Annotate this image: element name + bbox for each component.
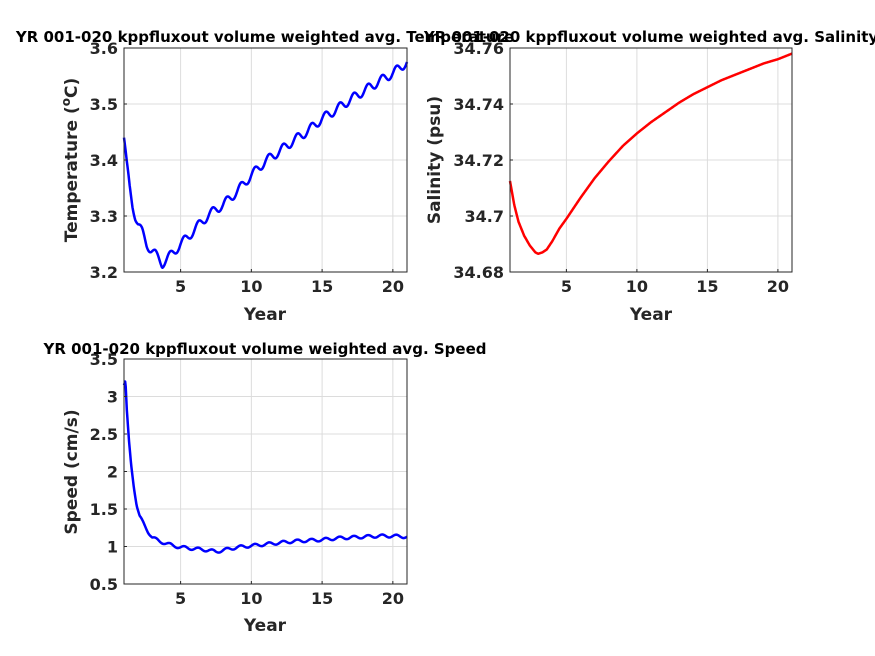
salinity-ticks: 5 10 15 20 34.68 34.7 34.72 34.74 34.76 <box>453 39 789 296</box>
speed-xtick-label: 5 <box>175 589 186 608</box>
temperature-xlabel: Year <box>243 305 287 325</box>
temperature-title: YR 001-020 kppfluxout volume weighted av… <box>15 28 514 46</box>
speed-xlabel: Year <box>243 616 287 636</box>
speed-xtick-label: 15 <box>311 589 333 608</box>
speed-ytick-label: 3 <box>107 388 118 407</box>
temperature-ylabel-part-1: Temperature ( <box>62 106 82 242</box>
speed-series <box>122 380 408 554</box>
salinity-series <box>508 52 793 256</box>
salinity-ylabel: Salinity (psu) <box>425 96 445 224</box>
temperature-xtick-label: 20 <box>382 277 404 296</box>
salinity-xtick-label: 10 <box>626 277 648 296</box>
salinity-axes: 5 10 15 20 34.68 34.7 34.72 34.74 34.76 YR 001-0… <box>423 28 875 325</box>
temperature-series <box>122 61 409 269</box>
temperature-xtick-label: 5 <box>175 277 186 296</box>
speed-xtick-label: 20 <box>382 589 404 608</box>
speed-axes: 5 10 15 20 0.5 1 1.5 2 2.5 3 3.5 YR 001-020 kppflu… <box>42 340 486 636</box>
speed-ylabel: Speed (cm/s) <box>62 409 82 534</box>
speed-ytick-label: 1.5 <box>90 500 118 519</box>
salinity-xtick-label: 15 <box>696 277 718 296</box>
salinity-xtick-label: 5 <box>561 277 572 296</box>
temperature-ytick-label: 3.5 <box>90 95 118 114</box>
speed-line <box>122 380 408 554</box>
salinity-title: YR 001-020 kppfluxout volume weighted av… <box>423 28 875 46</box>
temperature-xtick-label: 10 <box>240 277 262 296</box>
salinity-ytick-label: 34.76 <box>453 39 504 58</box>
temperature-ticks: 5 10 15 20 3.2 3.3 3.4 3.5 3.6 <box>90 39 404 296</box>
temperature-ytick-label: 3.2 <box>90 263 118 282</box>
temperature-ytick-label: 3.6 <box>90 39 118 58</box>
speed-xtick-label: 10 <box>240 589 262 608</box>
temperature-ytick-label: 3.3 <box>90 207 118 226</box>
salinity-xtick-label: 20 <box>767 277 789 296</box>
temperature-line <box>122 61 409 269</box>
salinity-xlabel: Year <box>629 305 673 325</box>
temperature-ylabel-degree: o <box>59 98 73 106</box>
temperature-xtick-label: 15 <box>311 277 333 296</box>
temperature-ylabel: Temperature (oC) <box>59 78 82 242</box>
speed-ticks: 5 10 15 20 0.5 1 1.5 2 2.5 3 3.5 <box>90 350 404 608</box>
temperature-ytick-label: 3.4 <box>90 151 118 170</box>
salinity-ytick-label: 34.74 <box>453 95 504 114</box>
salinity-line <box>508 52 793 256</box>
salinity-ytick-label: 34.7 <box>465 207 504 226</box>
speed-ytick-label: 3.5 <box>90 350 118 369</box>
speed-ytick-label: 0.5 <box>90 575 118 594</box>
speed-title: YR 001-020 kppfluxout volume weighted av… <box>42 340 486 358</box>
speed-ytick-label: 2 <box>107 463 118 482</box>
salinity-ytick-label: 34.68 <box>453 263 504 282</box>
temperature-ylabel-part-2: C) <box>62 78 82 98</box>
speed-ytick-label: 1 <box>107 538 118 557</box>
salinity-ytick-label: 34.72 <box>453 151 504 170</box>
temperature-axes: 5 10 15 20 3.2 3.3 3.4 3.5 3.6 YR 001-020 kppflu… <box>15 28 514 325</box>
speed-ytick-label: 2.5 <box>90 425 118 444</box>
